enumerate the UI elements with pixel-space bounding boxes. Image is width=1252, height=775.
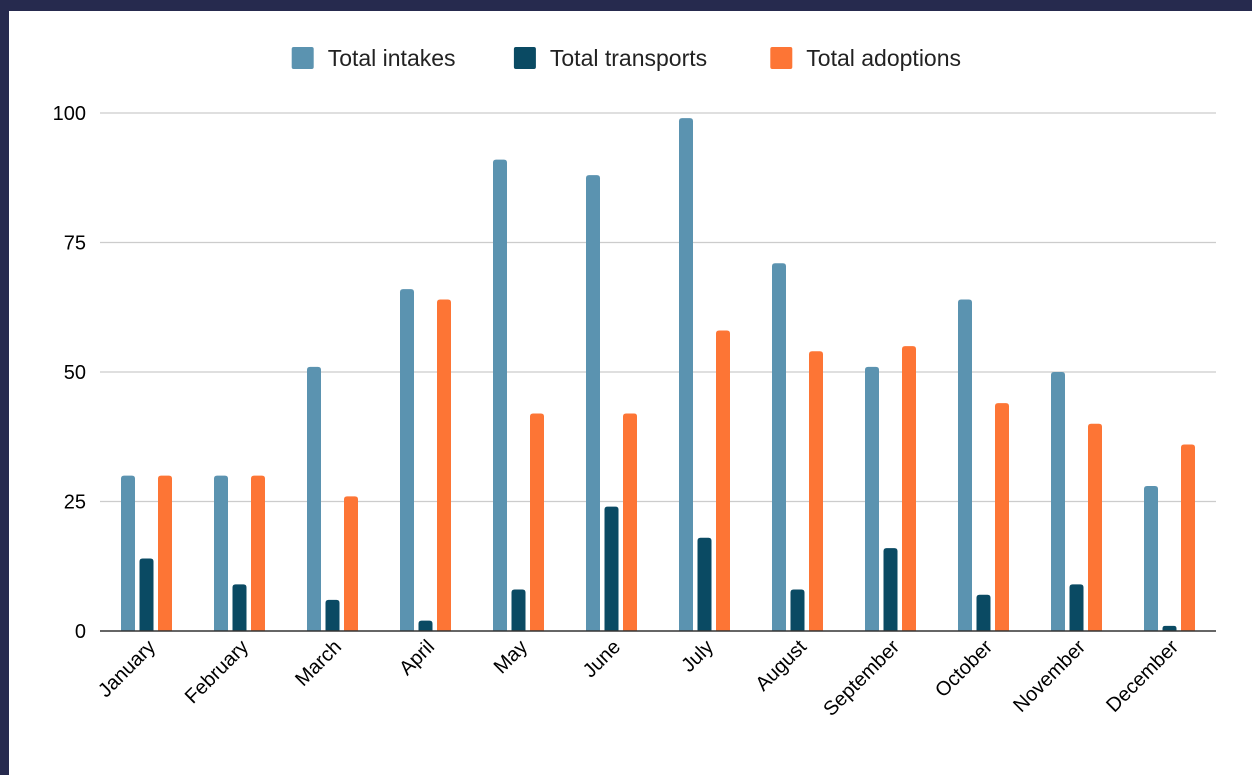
bar	[344, 496, 358, 631]
bar	[121, 475, 135, 631]
bar	[251, 475, 265, 631]
y-tick-label: 25	[64, 492, 86, 514]
bar	[902, 346, 916, 631]
bar	[1088, 423, 1102, 631]
bar	[883, 548, 898, 631]
bar	[604, 506, 619, 631]
bar	[623, 413, 637, 631]
bar	[400, 289, 414, 631]
bar	[232, 584, 247, 631]
bars	[121, 118, 1195, 632]
x-tick-label: October	[931, 636, 997, 702]
bar	[511, 589, 526, 631]
bar	[976, 594, 991, 631]
x-tick-label: February	[181, 636, 253, 708]
legend-label: Total transports	[550, 45, 707, 71]
legend-label: Total adoptions	[806, 45, 961, 71]
bar	[493, 159, 507, 631]
x-tick-label: September	[819, 636, 904, 721]
bar	[1162, 625, 1177, 631]
legend-swatch	[513, 47, 536, 69]
bar	[530, 413, 544, 631]
bar	[325, 599, 340, 631]
y-tick-label: 0	[75, 621, 86, 643]
bar	[418, 620, 433, 631]
bar	[809, 351, 823, 631]
x-tick-label: December	[1102, 636, 1183, 717]
x-tick-label: March	[291, 636, 346, 691]
chart-card	[9, 11, 1252, 775]
bar	[307, 366, 321, 631]
bar	[716, 330, 730, 631]
bar	[995, 403, 1009, 631]
bar	[790, 589, 805, 631]
x-tick-label: May	[490, 636, 532, 678]
bar	[586, 175, 600, 631]
bar	[1069, 584, 1084, 631]
gridlines	[100, 112, 1216, 503]
y-tick-label: 50	[64, 362, 86, 384]
legend-label: Total intakes	[328, 45, 456, 71]
bar	[772, 263, 786, 631]
y-tick-label: 75	[64, 233, 86, 255]
legend-swatch	[770, 47, 793, 69]
bar	[158, 475, 172, 631]
bar	[865, 366, 879, 631]
bar	[697, 537, 712, 631]
legend-swatch	[291, 47, 314, 69]
bar	[958, 299, 972, 631]
bar	[214, 475, 228, 631]
bar	[1144, 485, 1158, 631]
bar	[437, 299, 451, 631]
x-tick-label: July	[677, 636, 718, 677]
x-tick-label: August	[751, 636, 811, 696]
bar	[139, 558, 154, 631]
bar	[679, 118, 693, 632]
bar	[1051, 372, 1065, 631]
y-axis: 0 25 50 75 100	[53, 103, 86, 643]
x-tick-label: June	[579, 636, 625, 682]
x-tick-label: January	[94, 636, 160, 702]
x-tick-label: April	[395, 636, 439, 680]
x-axis: January February March April May June July Augu…	[94, 630, 1216, 721]
legend: Total intakes Total transports Total adopt…	[291, 45, 961, 71]
x-tick-label: November	[1009, 636, 1090, 717]
y-tick-label: 100	[53, 103, 86, 125]
bar	[1181, 444, 1195, 631]
